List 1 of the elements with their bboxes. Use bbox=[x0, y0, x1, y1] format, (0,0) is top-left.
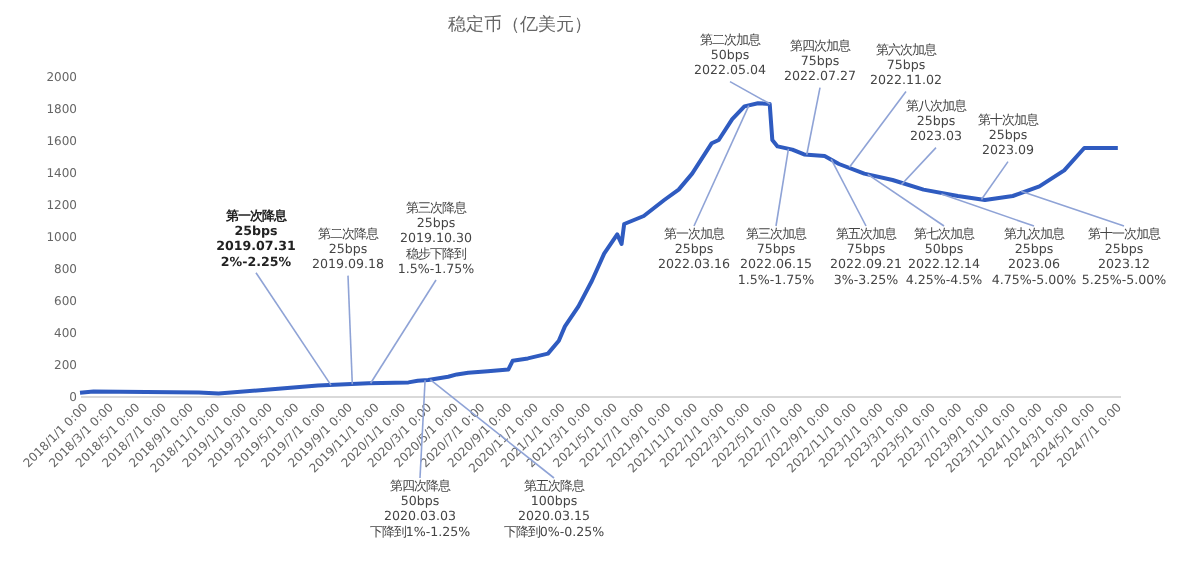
chart-title: 稳定币（亿美元） bbox=[448, 14, 592, 36]
